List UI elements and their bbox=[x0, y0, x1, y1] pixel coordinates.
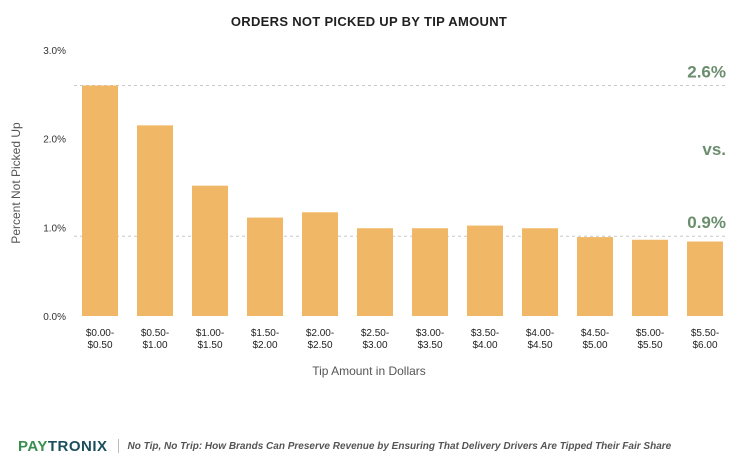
x-tick-label: $2.50-$3.00 bbox=[361, 328, 389, 351]
bar-chart: 0.0% 1.0% 2.0% 3.0% $0.00-$0.50 $0.50-$1.00 $1… bbox=[9, 46, 726, 378]
annotation-low: 0.9% bbox=[687, 213, 726, 232]
x-tick-label: $1.50-$2.00 bbox=[251, 328, 279, 351]
bar bbox=[82, 85, 118, 316]
bar bbox=[687, 241, 723, 316]
x-tick-label: $4.00-$4.50 bbox=[526, 328, 554, 351]
brand-logo-tronix: TRONIX bbox=[47, 437, 108, 455]
bar bbox=[632, 239, 668, 316]
x-tick-label: $1.00-$1.50 bbox=[196, 328, 224, 351]
x-tick-label: $5.50-$6.00 bbox=[691, 328, 719, 351]
x-tick-label: $3.50-$4.00 bbox=[471, 328, 499, 351]
y-tick-label: 3.0% bbox=[43, 46, 66, 57]
brand-logo: PAYTRONIX bbox=[18, 438, 108, 455]
bar bbox=[577, 237, 613, 316]
bar bbox=[247, 217, 283, 316]
x-tick-label: $4.50-$5.00 bbox=[581, 328, 609, 351]
bar bbox=[302, 212, 338, 316]
y-axis-title: Percent Not Picked Up bbox=[9, 122, 23, 244]
y-tick-label: 0.0% bbox=[43, 312, 66, 323]
brand-logo-pay: PAY bbox=[18, 437, 48, 455]
x-tick-label: $3.00-$3.50 bbox=[416, 328, 444, 351]
bar bbox=[412, 228, 448, 316]
annotation-high: 2.6% bbox=[687, 62, 726, 81]
bar bbox=[522, 228, 558, 316]
bar bbox=[357, 228, 393, 316]
x-tick-label: $2.00-$2.50 bbox=[306, 328, 334, 351]
bar bbox=[137, 125, 173, 316]
x-axis-title: Tip Amount in Dollars bbox=[312, 364, 426, 378]
y-tick-label: 2.0% bbox=[43, 135, 66, 146]
x-tick-label: $0.50-$1.00 bbox=[141, 328, 169, 351]
x-tick-label: $5.00-$5.50 bbox=[636, 328, 664, 351]
footer-caption: No Tip, No Trip: How Brands Can Preserve… bbox=[127, 440, 672, 452]
bar bbox=[192, 185, 228, 316]
footer-divider bbox=[117, 439, 119, 453]
footer: PAYTRONIX No Tip, No Trip: How Brands Ca… bbox=[18, 436, 728, 456]
x-tick-label: $0.00-$0.50 bbox=[86, 328, 114, 351]
bar bbox=[467, 225, 503, 316]
y-tick-label: 1.0% bbox=[43, 223, 66, 234]
chart-title: ORDERS NOT PICKED UP BY TIP AMOUNT bbox=[230, 14, 508, 29]
annotation-vs: vs. bbox=[702, 140, 726, 159]
